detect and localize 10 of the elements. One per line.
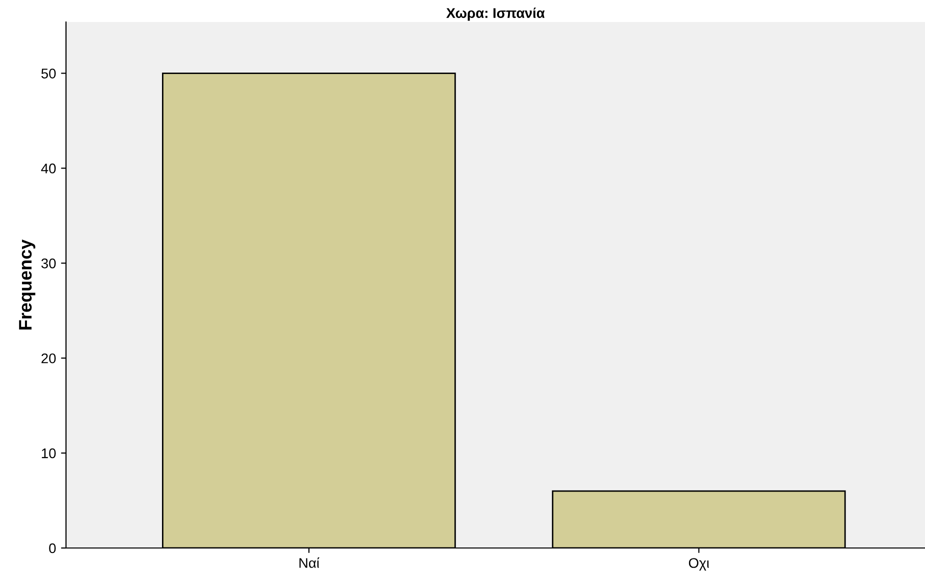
- x-tick-label: Οχι: [688, 558, 710, 571]
- x-tick-label: Ναί: [299, 557, 320, 568]
- y-tick-label: 40: [41, 164, 56, 174]
- y-tick-label: 20: [42, 353, 56, 364]
- y-tick-label: 30: [41, 258, 56, 268]
- y-tick-label: 50: [41, 68, 56, 78]
- chart-title: Χωρα: Ισπανία: [446, 8, 545, 21]
- y-tick-label: 10: [42, 448, 56, 458]
- y-axis-title: Frequency: [19, 239, 36, 330]
- y-tick-label: 0: [49, 543, 56, 554]
